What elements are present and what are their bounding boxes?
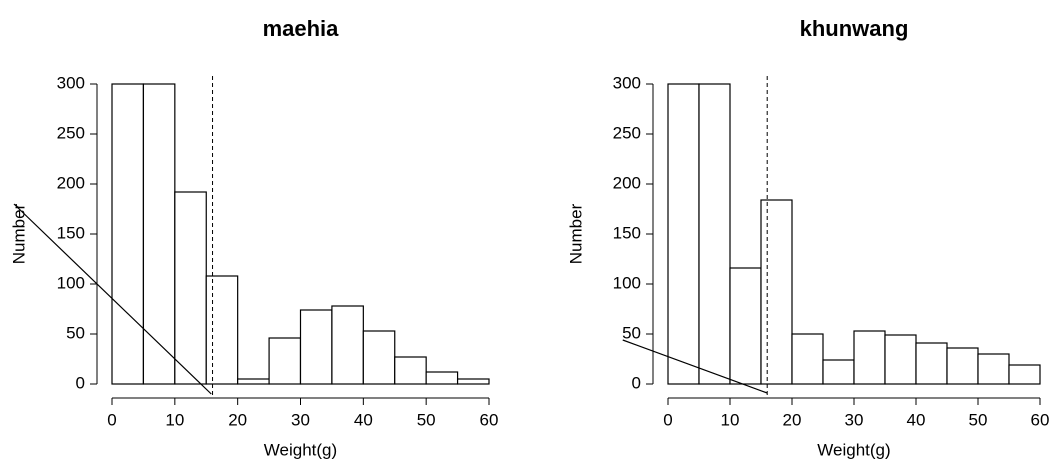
x-tick-label: 60 — [480, 410, 499, 429]
x-tick-label: 30 — [291, 410, 310, 429]
y-tick-label: 0 — [632, 373, 641, 392]
chart-title: khunwang — [800, 16, 909, 41]
y-axis-label: Number — [566, 203, 585, 264]
chart: maehia0501001502002503000102030405060Wei… — [0, 0, 1058, 469]
x-tick-label: 0 — [107, 410, 116, 429]
y-axis-label: Number — [9, 203, 28, 264]
bar — [269, 338, 300, 384]
bar — [112, 84, 143, 384]
y-tick-label: 0 — [76, 373, 85, 392]
y-tick-label: 250 — [57, 123, 85, 142]
bar — [1009, 365, 1040, 384]
y-tick-label: 150 — [57, 223, 85, 242]
bar — [363, 331, 394, 384]
x-tick-label: 40 — [907, 410, 926, 429]
bar — [730, 268, 761, 384]
x-axis-label: Weight(g) — [264, 440, 337, 459]
bar — [175, 192, 206, 384]
y-tick-label: 300 — [613, 73, 641, 92]
y-tick-label: 300 — [57, 73, 85, 92]
chart-title: maehia — [263, 16, 340, 41]
bar — [947, 348, 978, 384]
x-tick-label: 30 — [845, 410, 864, 429]
y-tick-label: 100 — [613, 273, 641, 292]
bar — [332, 306, 363, 384]
y-tick-label: 250 — [613, 123, 641, 142]
x-axis-label: Weight(g) — [817, 440, 890, 459]
bar — [301, 310, 332, 384]
y-tick-label: 50 — [66, 323, 85, 342]
bar — [426, 372, 457, 384]
x-tick-label: 0 — [663, 410, 672, 429]
x-tick-label: 10 — [165, 410, 184, 429]
x-tick-label: 10 — [721, 410, 740, 429]
bar — [823, 360, 854, 384]
y-tick-label: 150 — [613, 223, 641, 242]
x-tick-label: 20 — [783, 410, 802, 429]
x-tick-label: 50 — [969, 410, 988, 429]
bar — [238, 379, 269, 384]
bar — [761, 200, 792, 384]
bar — [143, 84, 174, 384]
bar — [206, 276, 237, 384]
bar — [458, 379, 489, 384]
y-tick-label: 50 — [622, 323, 641, 342]
y-tick-label: 200 — [57, 173, 85, 192]
bar — [978, 354, 1009, 384]
bar — [699, 84, 730, 384]
x-tick-label: 50 — [417, 410, 436, 429]
bar — [792, 334, 823, 384]
bar — [395, 357, 426, 384]
bar — [885, 335, 916, 384]
x-tick-label: 40 — [354, 410, 373, 429]
x-tick-label: 60 — [1031, 410, 1050, 429]
bar — [916, 343, 947, 384]
bar — [854, 331, 885, 384]
x-tick-label: 20 — [228, 410, 247, 429]
bar — [668, 84, 699, 384]
y-tick-label: 200 — [613, 173, 641, 192]
y-tick-label: 100 — [57, 273, 85, 292]
